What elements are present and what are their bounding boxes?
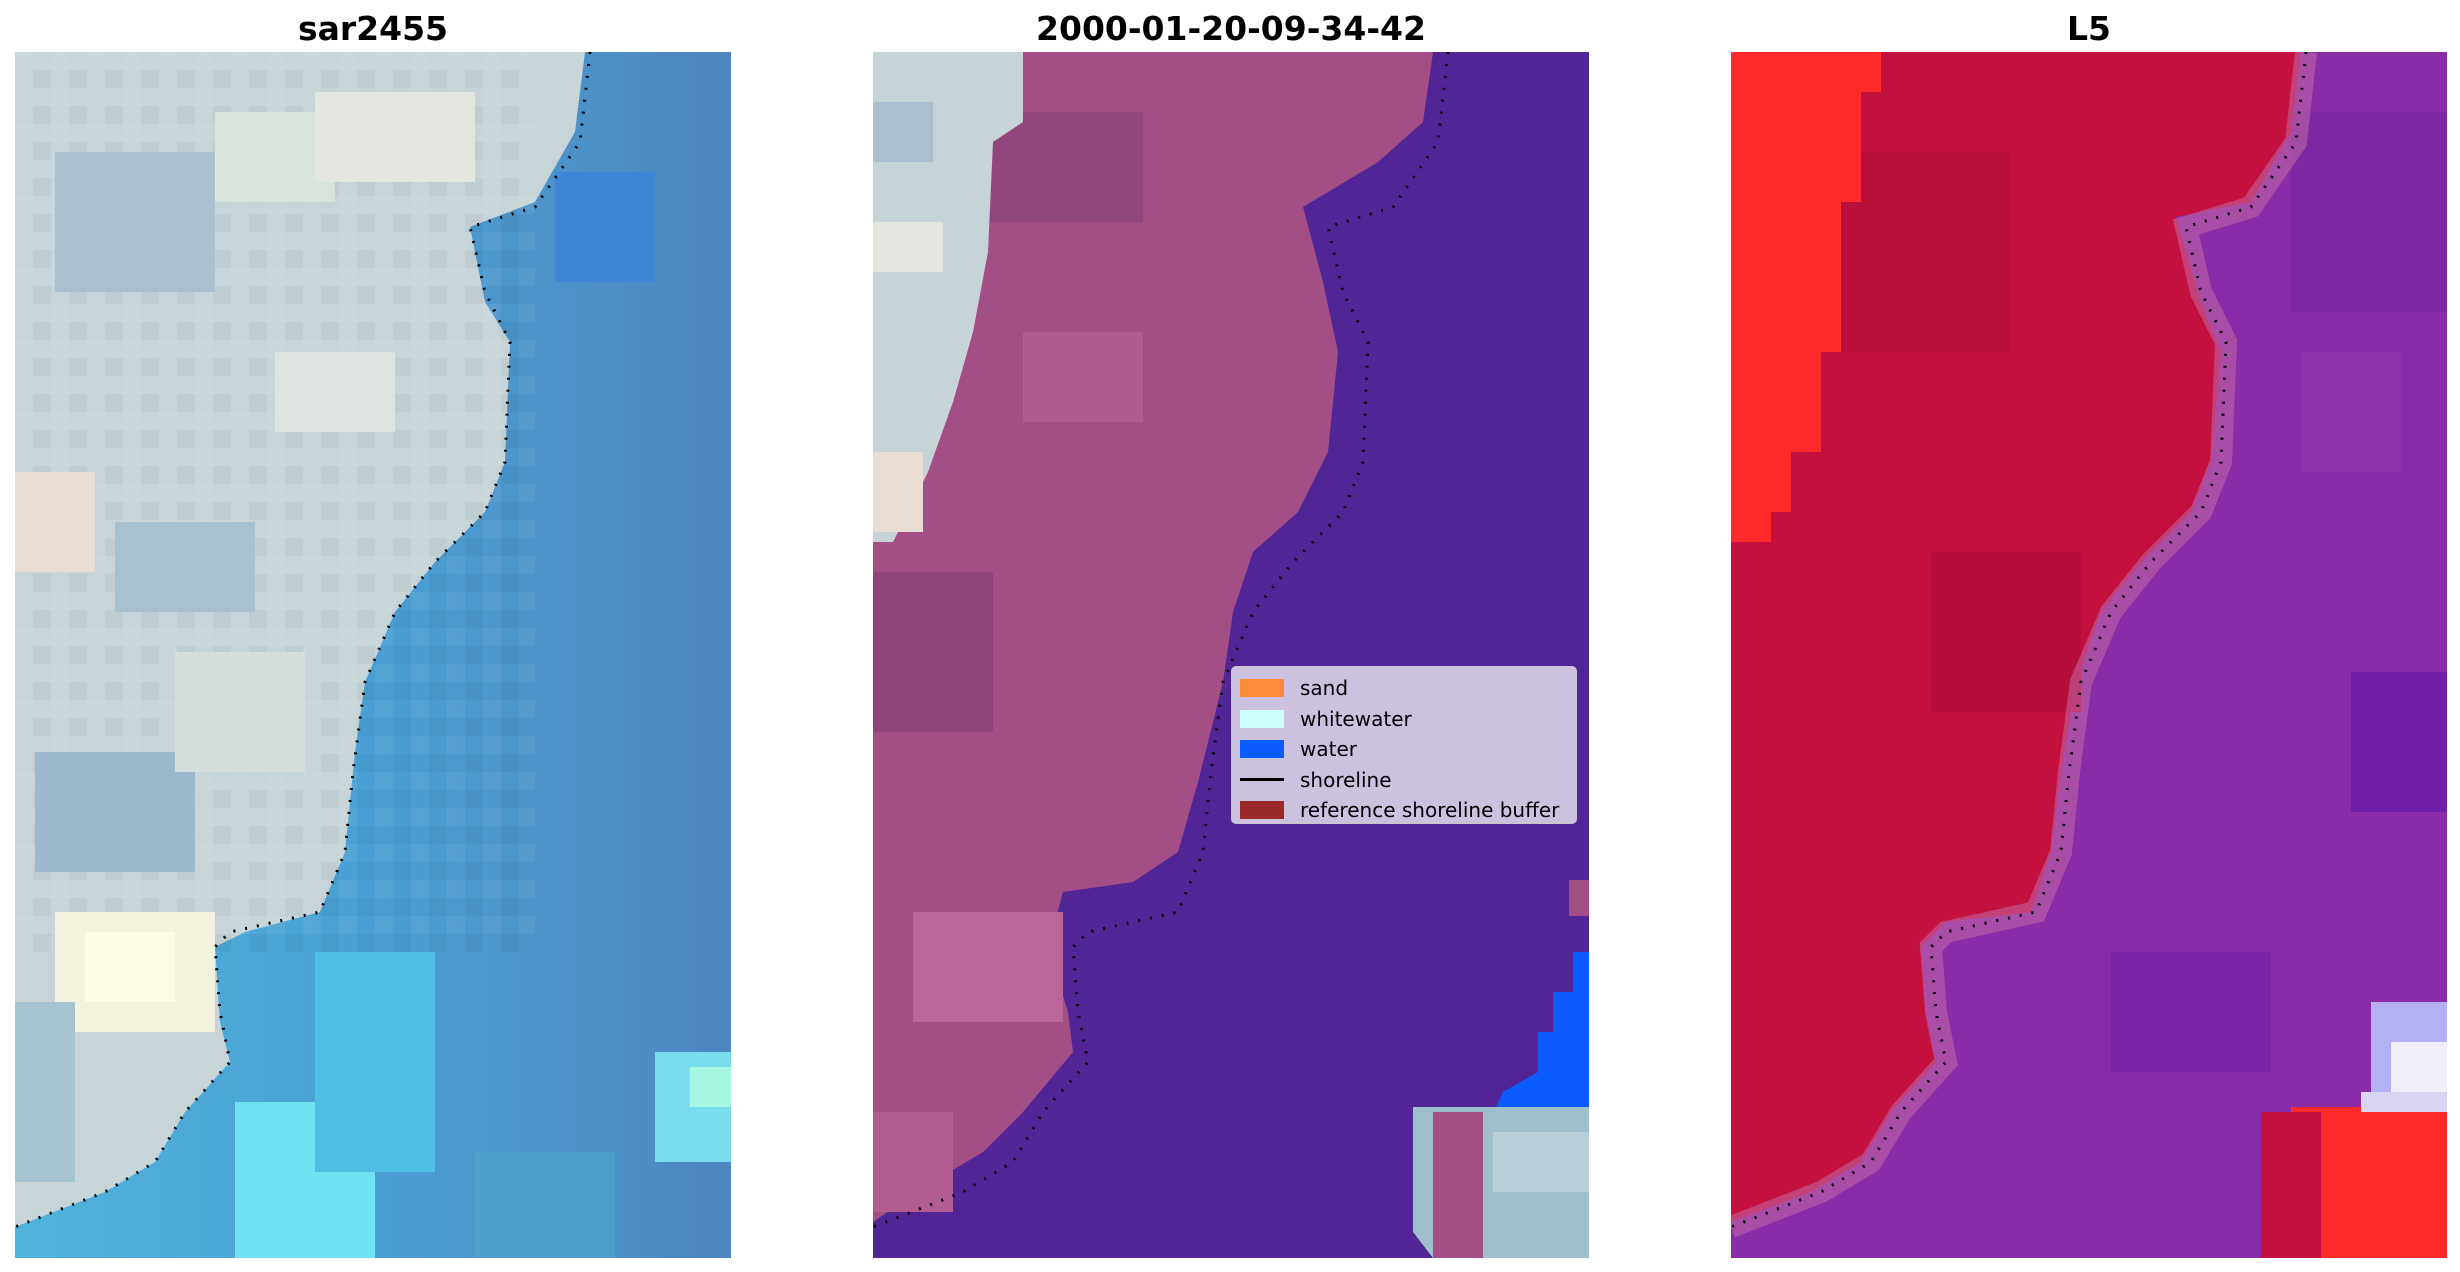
legend-label: reference shoreline buffer xyxy=(1300,798,1560,823)
sand-swatch-icon xyxy=(1240,679,1284,698)
panel-title-l5: L5 xyxy=(2067,9,2111,48)
legend-label: sand xyxy=(1300,676,1349,701)
legend-item-whitewater: whitewater xyxy=(1232,704,1576,735)
water-swatch-icon xyxy=(1240,740,1284,759)
panel-title-rgb: sar2455 xyxy=(297,9,449,48)
l5-image xyxy=(1731,52,2447,1258)
legend-item-sand: sand xyxy=(1232,673,1576,704)
legend-label: whitewater xyxy=(1300,706,1412,731)
shoreline-line-icon xyxy=(1240,778,1284,782)
legend: sand whitewater water shoreline referenc… xyxy=(1231,666,1577,824)
whitewater-swatch-icon xyxy=(1240,709,1284,728)
rgb-image xyxy=(15,52,731,1258)
panel-title-classified: 2000-01-20-09-34-42 xyxy=(1036,9,1426,48)
legend-item-reference-buffer: reference shoreline buffer xyxy=(1232,795,1576,826)
rgb-image-panel xyxy=(15,52,731,1258)
legend-item-water: water xyxy=(1232,734,1576,765)
legend-item-shoreline: shoreline xyxy=(1232,765,1576,796)
legend-label: water xyxy=(1300,737,1357,762)
legend-label: shoreline xyxy=(1300,767,1392,792)
classified-image xyxy=(873,52,1589,1258)
buffer-swatch-icon xyxy=(1240,801,1284,820)
classified-image-panel xyxy=(873,52,1589,1258)
l5-image-panel xyxy=(1731,52,2447,1258)
